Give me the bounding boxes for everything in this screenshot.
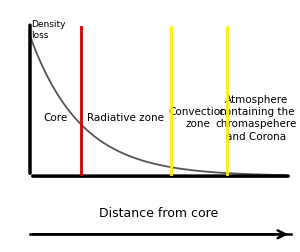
Text: Distance from core: Distance from core bbox=[99, 206, 219, 219]
Text: Radiative zone: Radiative zone bbox=[88, 113, 164, 123]
Text: Convection
zone: Convection zone bbox=[168, 107, 227, 129]
Text: Core: Core bbox=[44, 113, 68, 123]
Text: Atmosphere
containing the
chromaspehere
and Corona: Atmosphere containing the chromaspehere … bbox=[216, 94, 297, 141]
Text: Density
loss: Density loss bbox=[31, 20, 66, 40]
